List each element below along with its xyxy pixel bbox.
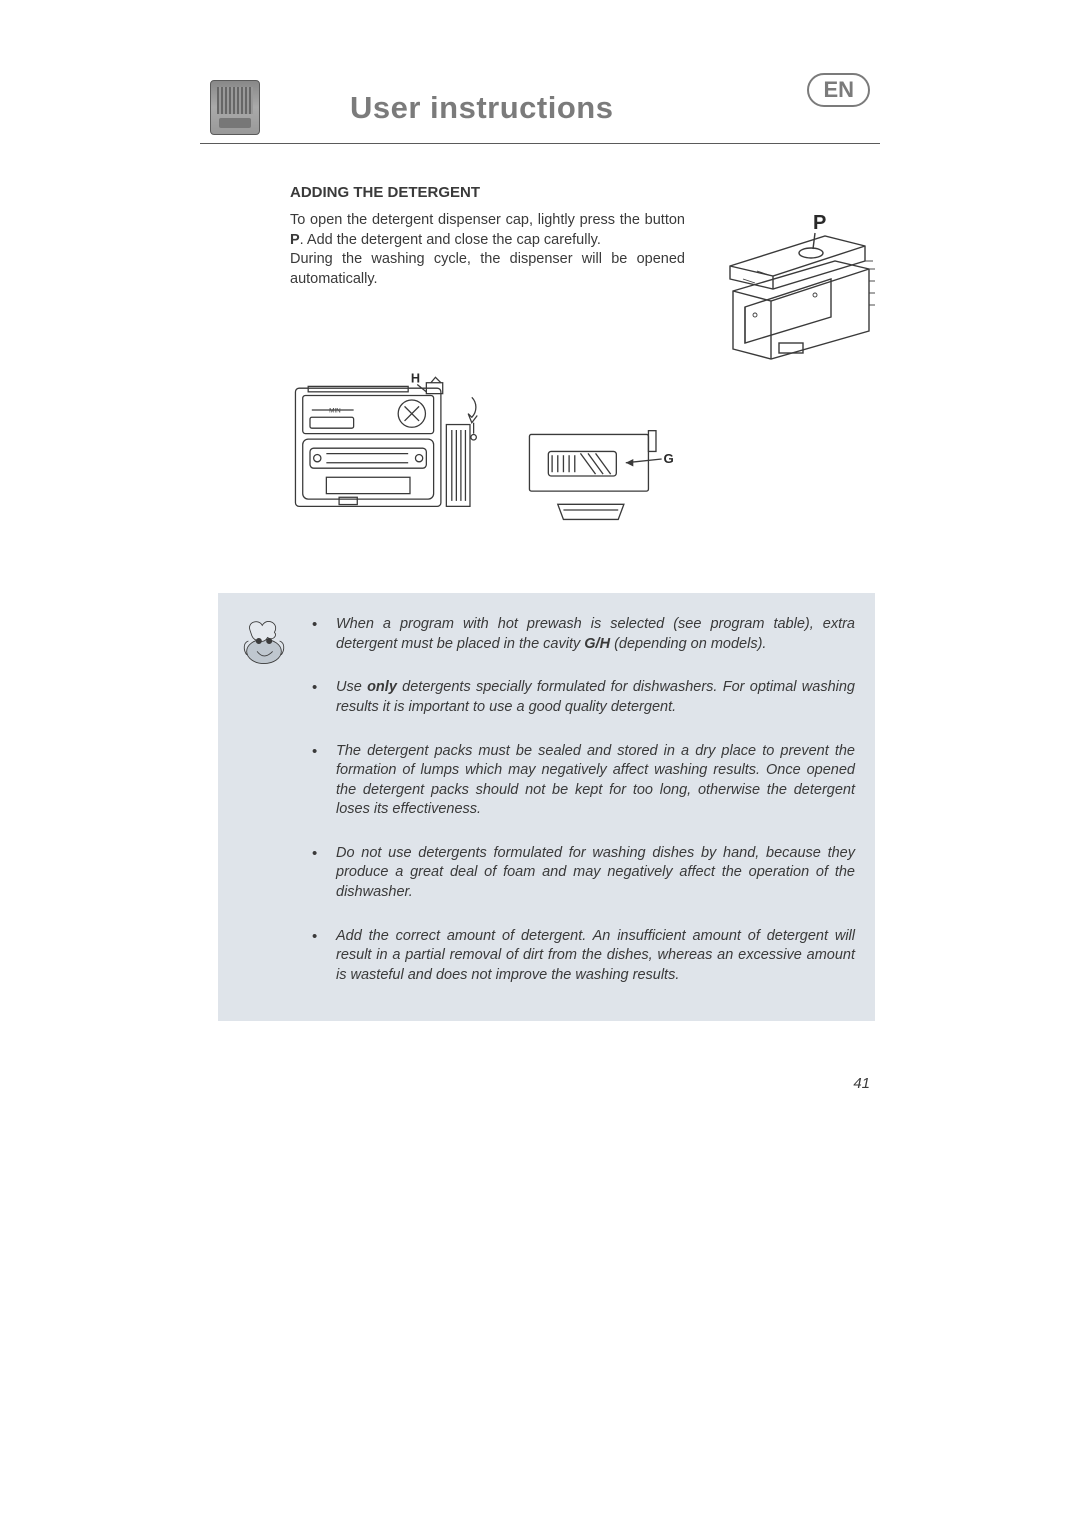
info-item-1-pre: Use — [336, 679, 367, 695]
label-g: G — [664, 451, 674, 466]
dishwasher-icon — [210, 80, 260, 135]
info-item-0: When a program with hot prewash is selec… — [308, 615, 855, 654]
info-callout: When a program with hot prewash is selec… — [218, 593, 875, 1021]
header-left: User instructions — [210, 80, 613, 135]
page-header: User instructions EN — [200, 80, 880, 144]
page-number: 41 — [853, 1075, 870, 1092]
info-item-4: Add the correct amount of detergent. An … — [308, 927, 855, 986]
chef-icon — [238, 615, 290, 667]
info-item-3: Do not use detergents formulated for was… — [308, 844, 855, 903]
info-item-0-bold: G/H — [584, 636, 610, 652]
figure-h: H MIN — [290, 370, 490, 520]
info-item-4-pre: Add the correct amount of detergent. An … — [336, 928, 855, 983]
label-min: MIN — [329, 408, 341, 415]
page-title: User instructions — [350, 90, 613, 126]
language-badge: EN — [807, 73, 870, 107]
intro-p1c: . Add the detergent and close the cap ca… — [300, 232, 601, 248]
info-item-3-pre: Do not use detergents formulated for was… — [336, 845, 855, 900]
info-item-1-bold: only — [367, 679, 397, 695]
intro-p1-bold: P — [290, 232, 300, 248]
figure-g: G — [520, 425, 690, 543]
info-item-1: Use only detergents specially formulated… — [308, 678, 855, 717]
info-item-2: The detergent packs must be sealed and s… — [308, 742, 855, 820]
intro-p2: During the washing cycle, the dispenser … — [290, 251, 685, 287]
section-heading: ADDING THE DETERGENT — [290, 184, 875, 201]
info-item-2-pre: The detergent packs must be sealed and s… — [336, 743, 855, 818]
content-area: ADDING THE DETERGENT To open the deterge… — [200, 184, 880, 1021]
intro-row: To open the detergent dispenser cap, lig… — [290, 211, 875, 366]
intro-text: To open the detergent dispenser cap, lig… — [290, 211, 685, 289]
document-page: User instructions EN ADDING THE DETERGEN… — [0, 0, 1080, 1061]
figure-p: P — [715, 211, 875, 366]
intro-p1a: To open the detergent dispenser cap, lig… — [290, 212, 685, 228]
label-h: H — [411, 371, 420, 386]
info-item-1-post: detergents specially formulated for dish… — [336, 679, 855, 715]
label-p: P — [813, 212, 826, 234]
figure-row: H MIN — [290, 370, 875, 543]
info-list: When a program with hot prewash is selec… — [308, 615, 855, 985]
info-item-0-post: (depending on models). — [610, 636, 766, 652]
